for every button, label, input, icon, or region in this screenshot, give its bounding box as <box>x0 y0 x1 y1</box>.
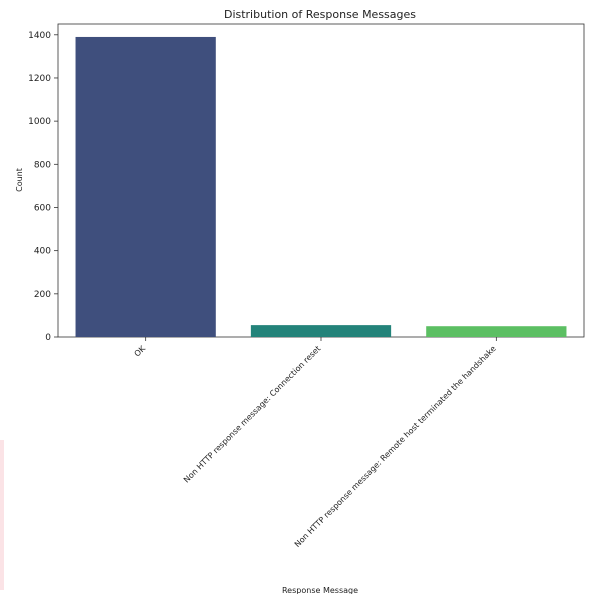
y-tick-label: 400 <box>34 247 51 257</box>
bar-2 <box>426 326 567 337</box>
y-tick-label: 1200 <box>28 74 51 84</box>
y-tick-label: 800 <box>34 160 51 170</box>
y-tick-label: 1400 <box>28 31 51 41</box>
x-axis-label: Response Message <box>282 586 358 594</box>
x-tick-label: Non HTTP response message: Connection re… <box>182 344 322 484</box>
y-tick-label: 200 <box>34 290 51 300</box>
y-tick-label: 600 <box>34 203 51 213</box>
x-tick-label: Non HTTP response message: Remote host t… <box>293 344 498 549</box>
y-tick-label: 1000 <box>28 117 51 127</box>
x-tick-label: OK <box>133 344 148 359</box>
chart-title: Distribution of Response Messages <box>224 8 416 21</box>
y-axis-label: Count <box>15 168 24 192</box>
y-axis: 0 200 400 600 800 1000 1200 1400 <box>28 31 58 343</box>
bar-1 <box>250 325 392 337</box>
bar-0 <box>75 36 216 338</box>
bars <box>75 36 567 338</box>
edge-tint <box>0 440 4 590</box>
y-tick-label: 0 <box>45 333 51 343</box>
x-axis: OK Non HTTP response message: Connection … <box>133 337 498 549</box>
